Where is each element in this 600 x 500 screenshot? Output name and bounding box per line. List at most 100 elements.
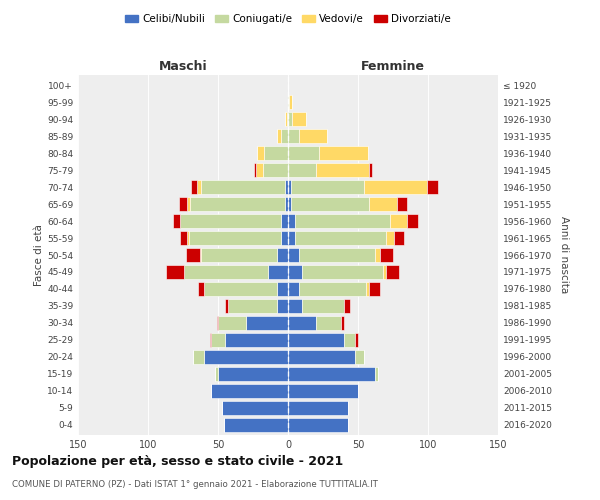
Bar bbox=[199, 282, 204, 296]
Bar bbox=[187, 231, 188, 245]
Bar bbox=[287, 112, 288, 126]
Bar bbox=[263, 164, 288, 177]
Bar bbox=[200, 248, 201, 262]
Bar bbox=[277, 299, 288, 312]
Bar bbox=[299, 130, 327, 143]
Bar bbox=[291, 180, 364, 194]
Bar bbox=[288, 214, 295, 228]
Bar bbox=[225, 333, 288, 346]
Bar bbox=[285, 112, 287, 126]
Bar bbox=[201, 248, 277, 262]
Bar bbox=[288, 333, 344, 346]
Bar bbox=[397, 198, 407, 211]
Bar bbox=[288, 130, 299, 143]
Bar bbox=[288, 146, 319, 160]
Bar bbox=[288, 112, 292, 126]
Bar bbox=[166, 265, 184, 279]
Text: Maschi: Maschi bbox=[158, 60, 208, 74]
Bar bbox=[211, 333, 225, 346]
Bar bbox=[187, 198, 190, 211]
Bar bbox=[288, 180, 291, 194]
Bar bbox=[211, 384, 288, 398]
Bar bbox=[288, 299, 302, 312]
Bar bbox=[295, 231, 386, 245]
Bar bbox=[209, 333, 211, 346]
Bar bbox=[217, 316, 218, 330]
Bar bbox=[277, 282, 288, 296]
Bar bbox=[375, 367, 377, 380]
Bar bbox=[180, 231, 187, 245]
Bar bbox=[302, 299, 344, 312]
Bar bbox=[277, 248, 288, 262]
Bar bbox=[375, 248, 380, 262]
Bar bbox=[380, 248, 393, 262]
Bar bbox=[288, 164, 316, 177]
Bar bbox=[225, 299, 228, 312]
Bar bbox=[369, 164, 372, 177]
Bar bbox=[215, 367, 218, 380]
Y-axis label: Anni di nascita: Anni di nascita bbox=[559, 216, 569, 294]
Bar bbox=[295, 214, 390, 228]
Bar bbox=[344, 299, 350, 312]
Bar bbox=[299, 282, 367, 296]
Text: Popolazione per età, sesso e stato civile - 2021: Popolazione per età, sesso e stato civil… bbox=[12, 455, 343, 468]
Bar bbox=[218, 316, 246, 330]
Bar bbox=[316, 164, 369, 177]
Bar bbox=[288, 367, 375, 380]
Bar bbox=[288, 198, 291, 211]
Bar bbox=[288, 384, 358, 398]
Bar bbox=[299, 248, 375, 262]
Text: Femmine: Femmine bbox=[361, 60, 425, 74]
Bar bbox=[222, 401, 288, 414]
Bar bbox=[292, 112, 306, 126]
Bar bbox=[204, 350, 288, 364]
Bar bbox=[288, 316, 316, 330]
Bar bbox=[204, 282, 277, 296]
Y-axis label: Fasce di età: Fasce di età bbox=[34, 224, 44, 286]
Bar bbox=[291, 198, 369, 211]
Bar bbox=[386, 265, 398, 279]
Bar bbox=[390, 214, 407, 228]
Bar bbox=[285, 180, 288, 194]
Bar bbox=[191, 180, 197, 194]
Bar bbox=[268, 265, 288, 279]
Bar bbox=[281, 214, 288, 228]
Bar bbox=[218, 367, 288, 380]
Bar bbox=[369, 198, 397, 211]
Bar bbox=[288, 248, 299, 262]
Bar bbox=[302, 265, 383, 279]
Bar bbox=[184, 265, 268, 279]
Bar bbox=[246, 316, 288, 330]
Bar bbox=[180, 214, 281, 228]
Text: COMUNE DI PATERNO (PZ) - Dati ISTAT 1° gennaio 2021 - Elaborazione TUTTITALIA.IT: COMUNE DI PATERNO (PZ) - Dati ISTAT 1° g… bbox=[12, 480, 378, 489]
Bar bbox=[341, 316, 344, 330]
Bar bbox=[173, 214, 180, 228]
Bar bbox=[254, 164, 256, 177]
Bar bbox=[344, 333, 355, 346]
Bar bbox=[427, 180, 438, 194]
Bar bbox=[193, 350, 204, 364]
Bar bbox=[289, 96, 292, 109]
Bar bbox=[281, 231, 288, 245]
Bar bbox=[179, 198, 187, 211]
Bar bbox=[386, 231, 394, 245]
Bar bbox=[288, 282, 299, 296]
Bar bbox=[288, 350, 355, 364]
Bar bbox=[288, 401, 348, 414]
Bar bbox=[186, 248, 200, 262]
Bar bbox=[277, 130, 281, 143]
Bar bbox=[394, 231, 404, 245]
Bar bbox=[224, 418, 288, 432]
Bar bbox=[369, 282, 380, 296]
Bar bbox=[355, 350, 364, 364]
Bar bbox=[264, 146, 288, 160]
Bar bbox=[257, 146, 264, 160]
Bar bbox=[201, 180, 285, 194]
Bar bbox=[256, 164, 263, 177]
Legend: Celibi/Nubili, Coniugati/e, Vedovi/e, Divorziati/e: Celibi/Nubili, Coniugati/e, Vedovi/e, Di… bbox=[121, 10, 455, 29]
Bar bbox=[190, 198, 285, 211]
Bar bbox=[355, 333, 358, 346]
Bar bbox=[288, 265, 302, 279]
Bar bbox=[281, 130, 288, 143]
Bar bbox=[285, 198, 288, 211]
